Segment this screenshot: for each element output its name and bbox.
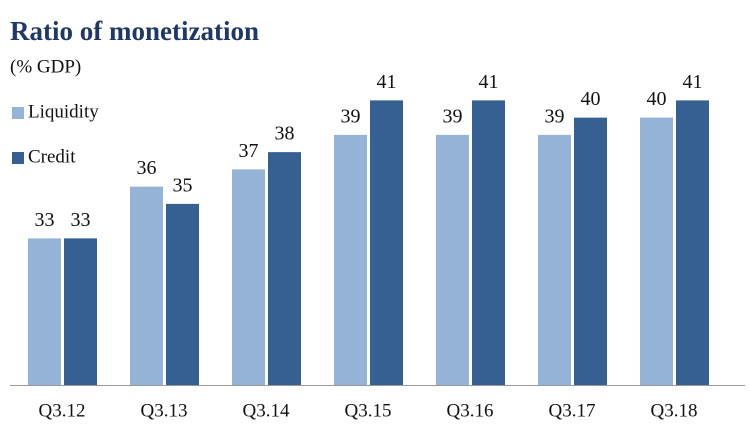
x-tick-label: Q3.17 bbox=[549, 400, 596, 421]
bar bbox=[472, 100, 505, 385]
data-label: 39 bbox=[443, 105, 463, 127]
x-tick-label: Q3.14 bbox=[243, 400, 290, 421]
data-label: 35 bbox=[173, 174, 193, 196]
chart-title: Ratio of monetization bbox=[10, 16, 259, 46]
bar bbox=[436, 134, 469, 385]
data-label: 36 bbox=[137, 157, 157, 179]
data-label: 39 bbox=[545, 105, 565, 127]
legend-swatch bbox=[12, 152, 24, 164]
bar bbox=[538, 134, 571, 385]
bar bbox=[370, 100, 403, 385]
data-label: 41 bbox=[683, 71, 703, 93]
bar bbox=[268, 152, 301, 385]
data-label: 41 bbox=[479, 71, 499, 93]
data-label: 39 bbox=[341, 105, 361, 127]
legend-label: Credit bbox=[28, 146, 76, 167]
bar bbox=[28, 238, 61, 385]
data-label: 33 bbox=[71, 209, 91, 231]
x-tick-label: Q3.16 bbox=[447, 400, 494, 421]
bar bbox=[166, 203, 199, 385]
bar bbox=[130, 186, 163, 385]
x-tick-label: Q3.13 bbox=[141, 400, 188, 421]
x-tick-label: Q3.18 bbox=[651, 400, 698, 421]
bar bbox=[574, 117, 607, 385]
data-label: 37 bbox=[239, 140, 259, 162]
x-tick-label: Q3.12 bbox=[39, 400, 86, 421]
legend-label: Liquidity bbox=[28, 101, 99, 122]
data-label: 38 bbox=[275, 123, 295, 145]
data-label: 33 bbox=[35, 209, 55, 231]
bar bbox=[334, 134, 367, 385]
data-label: 40 bbox=[581, 88, 601, 110]
x-tick-label: Q3.15 bbox=[345, 400, 392, 421]
legend-swatch bbox=[12, 107, 24, 119]
data-label: 41 bbox=[377, 71, 397, 93]
bar bbox=[676, 100, 709, 385]
bar bbox=[640, 117, 673, 385]
bar bbox=[64, 238, 97, 385]
data-label: 40 bbox=[647, 88, 667, 110]
bar bbox=[232, 169, 265, 385]
chart-subtitle: (% GDP) bbox=[10, 56, 81, 77]
